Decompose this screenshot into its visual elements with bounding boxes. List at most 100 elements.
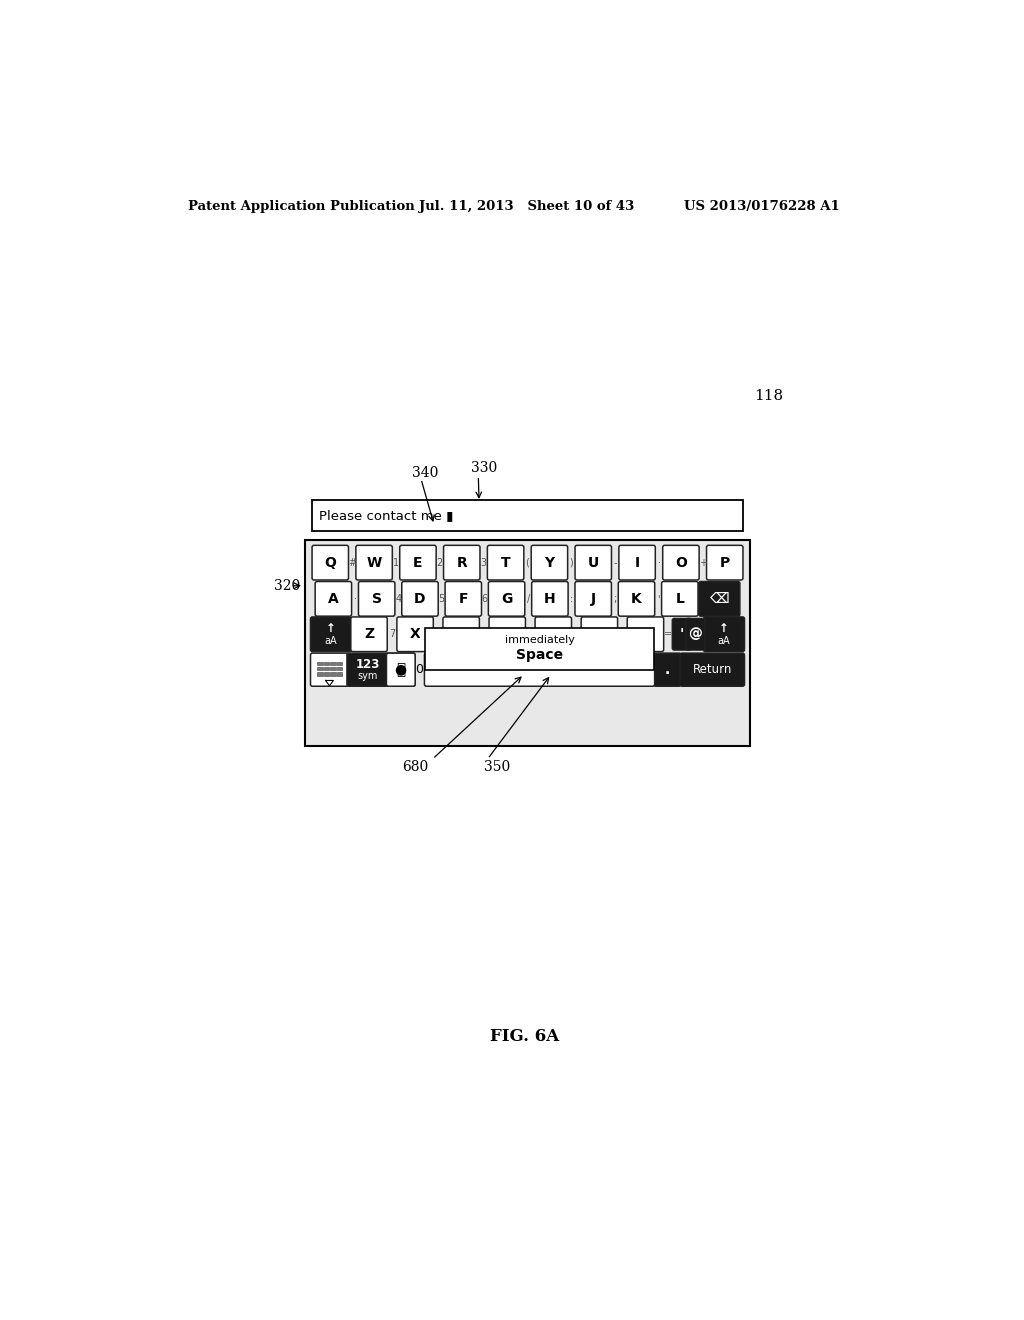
Text: X: X — [410, 627, 421, 642]
Text: 330: 330 — [471, 461, 498, 475]
Text: I: I — [635, 556, 640, 570]
FancyBboxPatch shape — [680, 653, 744, 686]
FancyBboxPatch shape — [331, 667, 336, 671]
FancyBboxPatch shape — [445, 582, 481, 616]
FancyBboxPatch shape — [317, 667, 323, 671]
Text: 6: 6 — [482, 594, 488, 603]
Text: #: # — [348, 557, 356, 568]
Text: 680: 680 — [402, 760, 429, 774]
Text: T: T — [501, 556, 510, 570]
Text: L: L — [676, 591, 684, 606]
FancyBboxPatch shape — [575, 582, 611, 616]
FancyBboxPatch shape — [347, 653, 388, 686]
FancyBboxPatch shape — [324, 672, 329, 676]
Text: aA: aA — [325, 636, 337, 645]
Text: 340: 340 — [412, 466, 438, 479]
FancyBboxPatch shape — [337, 672, 342, 676]
FancyBboxPatch shape — [536, 616, 571, 652]
Text: =: = — [665, 630, 673, 639]
FancyBboxPatch shape — [337, 661, 342, 665]
FancyBboxPatch shape — [618, 545, 655, 579]
FancyBboxPatch shape — [324, 661, 329, 665]
Text: P: P — [720, 556, 730, 570]
FancyBboxPatch shape — [386, 653, 415, 686]
FancyBboxPatch shape — [317, 661, 323, 665]
Text: Y: Y — [545, 556, 554, 570]
Text: aA: aA — [718, 636, 730, 645]
Text: 4: 4 — [395, 594, 401, 603]
Text: ): ) — [569, 557, 573, 568]
Text: ●: ● — [394, 663, 407, 677]
Text: ': ' — [680, 627, 684, 642]
Text: 0: 0 — [415, 663, 423, 676]
Text: 350: 350 — [483, 760, 510, 774]
FancyBboxPatch shape — [331, 661, 336, 665]
Text: ↑: ↑ — [719, 622, 729, 635]
Text: 123: 123 — [355, 657, 380, 671]
Text: US 2013/0176228 A1: US 2013/0176228 A1 — [684, 199, 841, 213]
Text: sym: sym — [357, 671, 378, 681]
Text: @: @ — [688, 627, 702, 642]
Text: K: K — [631, 591, 642, 606]
Text: E: E — [414, 556, 423, 570]
Text: 1: 1 — [393, 557, 399, 568]
FancyBboxPatch shape — [531, 582, 568, 616]
Text: O: O — [675, 556, 687, 570]
Text: 3: 3 — [480, 557, 486, 568]
FancyBboxPatch shape — [425, 628, 654, 669]
Text: ↑: ↑ — [326, 622, 336, 635]
Text: H: H — [544, 591, 556, 606]
Text: M: M — [639, 627, 652, 642]
FancyBboxPatch shape — [397, 616, 433, 652]
Text: ⌫: ⌫ — [710, 591, 729, 606]
Text: J: J — [591, 591, 596, 606]
FancyBboxPatch shape — [582, 616, 617, 652]
FancyBboxPatch shape — [312, 545, 348, 579]
FancyBboxPatch shape — [401, 582, 438, 616]
FancyBboxPatch shape — [628, 616, 664, 652]
FancyBboxPatch shape — [488, 582, 524, 616]
Text: ·: · — [353, 594, 356, 603]
Text: C: C — [456, 627, 466, 642]
Text: 7: 7 — [389, 630, 395, 639]
Text: 8: 8 — [435, 630, 441, 639]
FancyBboxPatch shape — [662, 582, 698, 616]
FancyBboxPatch shape — [443, 545, 480, 579]
FancyBboxPatch shape — [356, 545, 392, 579]
FancyBboxPatch shape — [673, 619, 691, 649]
FancyBboxPatch shape — [331, 672, 336, 676]
FancyBboxPatch shape — [315, 582, 351, 616]
FancyBboxPatch shape — [698, 582, 740, 616]
FancyBboxPatch shape — [358, 582, 395, 616]
Text: Patent Application Publication: Patent Application Publication — [188, 199, 415, 213]
Text: -: - — [613, 557, 616, 568]
Text: Return: Return — [692, 663, 732, 676]
FancyBboxPatch shape — [663, 545, 699, 579]
FancyBboxPatch shape — [305, 540, 751, 746]
Text: Q: Q — [325, 556, 336, 570]
FancyBboxPatch shape — [337, 667, 342, 671]
Text: :: : — [570, 594, 573, 603]
Text: D: D — [415, 591, 426, 606]
Text: Z: Z — [364, 627, 374, 642]
Text: G: G — [501, 591, 512, 606]
Text: 320: 320 — [273, 578, 300, 593]
Text: 9: 9 — [481, 630, 487, 639]
Text: Please contact me ▮: Please contact me ▮ — [318, 510, 453, 523]
FancyBboxPatch shape — [686, 619, 706, 649]
Text: W: W — [367, 556, 382, 570]
Text: A: A — [328, 591, 339, 606]
FancyBboxPatch shape — [443, 616, 479, 652]
Text: +: + — [698, 557, 707, 568]
Text: ': ' — [657, 594, 659, 603]
FancyBboxPatch shape — [310, 616, 351, 652]
Text: V: V — [502, 627, 513, 642]
FancyBboxPatch shape — [386, 653, 415, 686]
Text: FIG. 6A: FIG. 6A — [490, 1028, 559, 1044]
Text: ;: ; — [613, 594, 616, 603]
FancyBboxPatch shape — [618, 582, 654, 616]
Text: $: $ — [527, 630, 534, 639]
Text: !: ! — [621, 630, 625, 639]
Text: /: / — [526, 594, 529, 603]
Text: U: U — [588, 556, 599, 570]
